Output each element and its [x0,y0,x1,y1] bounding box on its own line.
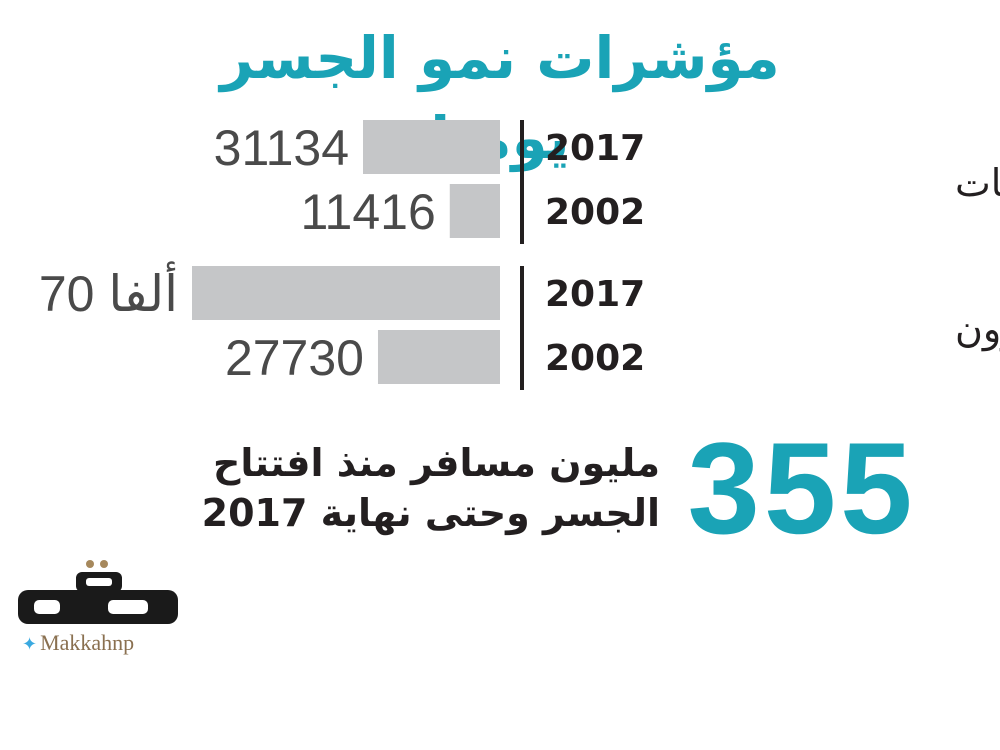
bar [192,266,500,320]
twitter-bird-icon: ✦ [22,634,38,654]
bar-value-label: 70 ألفا [39,260,178,322]
twitter-handle-text: Makkahnp [40,630,135,655]
makkah-logo [16,560,186,660]
year-tick-label: 2017 [545,128,645,169]
bar-value-label: 31134 [214,120,349,176]
group-divider [520,120,524,244]
year-tick-label: 2017 [545,274,645,315]
year-tick-label: 2002 [545,338,645,379]
bar [449,184,500,238]
highlight-line-1: مليون مسافر منذ افتتاح [212,441,660,485]
makkah-logo-mark [18,560,178,624]
twitter-handle[interactable]: ✦ Makkahnp [22,630,134,656]
bar [377,330,500,384]
bar-value-label: 11416 [300,184,435,240]
group-divider [520,266,524,390]
highlight-caption: مليون مسافر منذ افتتاح الجسر وحتى نهاية … [170,438,660,538]
bar-value-label: 27730 [225,330,364,386]
group-label: المسافرون [955,307,1000,352]
highlight-number: 355 [687,415,917,561]
year-tick-label: 2002 [545,192,645,233]
highlight-line-2: الجسر وحتى نهاية 2017 [201,491,660,535]
bar-chart: عبور المركبات 2017 31134 2002 11416 المسافرون… [39,120,1000,390]
bar [363,120,500,174]
group-label: عبور المركبات [955,161,1000,206]
